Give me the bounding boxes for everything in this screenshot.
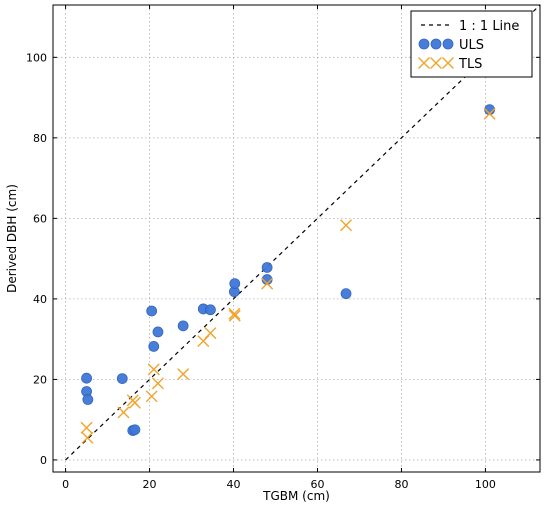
tls-point <box>145 390 158 403</box>
x-stroke <box>430 57 442 69</box>
tls-point <box>204 327 217 340</box>
x-stroke <box>128 396 141 409</box>
plot-frame <box>52 4 541 473</box>
x-axis-label: TGBM (cm) <box>262 489 330 503</box>
x-stroke <box>418 57 430 69</box>
tls-point <box>340 219 353 232</box>
uls-point <box>146 305 158 317</box>
legend-tls-x <box>442 57 454 69</box>
uls-point <box>261 262 273 273</box>
tls-point <box>117 406 130 419</box>
legend-uls-dot <box>418 38 430 50</box>
legend-uls-label: ULS <box>459 38 484 53</box>
x-stroke <box>483 107 496 120</box>
axis-ticks: 0 20 40 60 80 100 0 20 40 60 80 100 <box>26 5 540 491</box>
legend-tls-label: TLS <box>458 57 482 72</box>
legend-uls-dot <box>430 38 442 50</box>
uls-point <box>129 424 141 436</box>
uls-point <box>148 340 160 352</box>
x-stroke <box>151 377 164 390</box>
x-stroke <box>442 57 454 69</box>
legend-tls-x <box>430 57 442 69</box>
uls-point <box>116 373 128 385</box>
tls-point <box>80 421 93 434</box>
tls-point <box>228 307 241 320</box>
reference-line-1to1 <box>65 4 541 461</box>
x-tick-label: 80 <box>394 478 408 491</box>
y-tick-label: 40 <box>33 293 47 306</box>
tls-point <box>483 107 496 120</box>
x-stroke <box>261 277 274 290</box>
y-tick-label: 100 <box>26 51 47 64</box>
x-stroke <box>117 406 130 419</box>
x-stroke <box>145 390 158 403</box>
x-stroke <box>81 431 94 444</box>
legend-uls-marker <box>418 38 454 50</box>
x-stroke <box>80 421 93 434</box>
x-tick-label: 40 <box>227 478 241 491</box>
x-stroke <box>177 368 190 381</box>
x-tick-label: 60 <box>310 478 324 491</box>
uls-point <box>152 326 164 338</box>
legend-line-label: 1 : 1 Line <box>459 19 519 34</box>
y-tick-label: 80 <box>33 132 47 145</box>
uls-point <box>177 320 189 332</box>
legend-tls-x <box>418 57 430 69</box>
uls-point <box>205 304 216 316</box>
uls-series <box>81 104 496 436</box>
x-tick-label: 20 <box>143 478 157 491</box>
x-stroke <box>340 219 353 232</box>
x-stroke <box>147 363 160 376</box>
tls-point <box>128 396 141 409</box>
x-tick-label: 100 <box>475 478 496 491</box>
x-tick-label: 0 <box>62 478 69 491</box>
legend-uls-dot <box>442 38 454 50</box>
tls-point <box>151 377 164 390</box>
y-axis-label: Derived DBH (cm) <box>5 184 19 293</box>
y-tick-label: 0 <box>40 454 47 467</box>
y-tick-label: 20 <box>33 373 47 386</box>
x-stroke <box>228 309 241 322</box>
tls-point <box>147 363 160 376</box>
uls-point <box>340 288 352 300</box>
tls-series <box>80 107 496 444</box>
x-stroke <box>204 327 217 340</box>
x-stroke <box>228 307 241 320</box>
legend: 1 : 1 Line ULS TLS <box>410 10 533 78</box>
uls-point <box>81 372 92 384</box>
legend-tls-marker <box>418 57 454 69</box>
y-tick-label: 60 <box>33 212 47 225</box>
reference-line-layer <box>65 4 541 461</box>
uls-point <box>229 278 241 289</box>
tls-point <box>228 309 241 322</box>
tls-point <box>81 431 94 444</box>
uls-point <box>82 394 94 405</box>
tls-point <box>177 368 190 381</box>
tls-point <box>261 277 274 290</box>
